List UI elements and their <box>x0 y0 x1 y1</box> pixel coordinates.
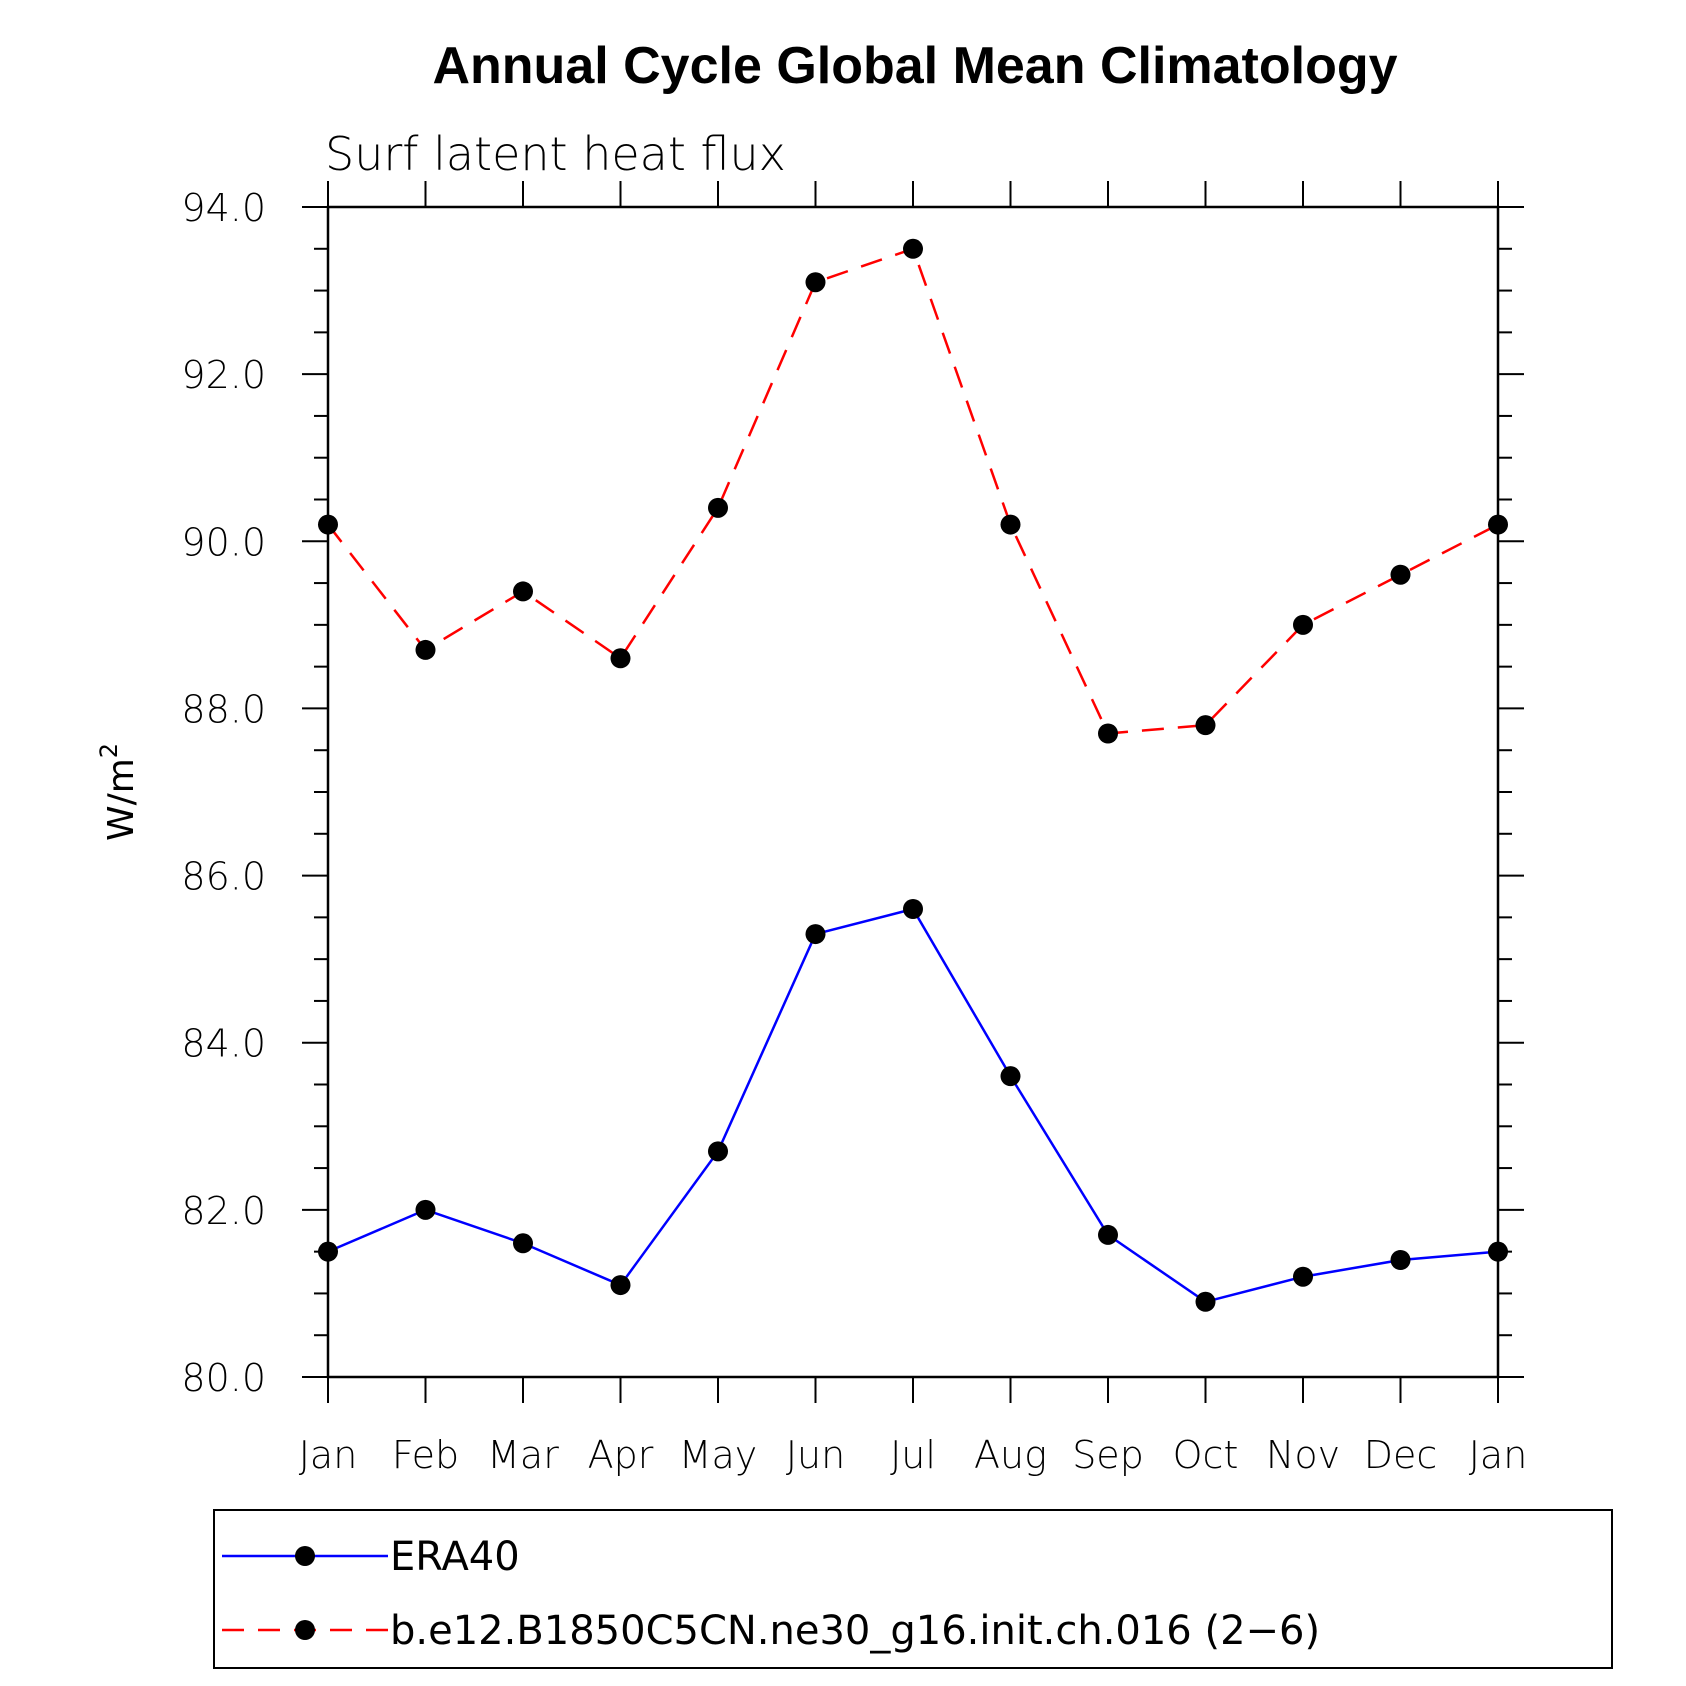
x-tick-label: Dec <box>1364 1433 1438 1477</box>
x-tick-label: Jul <box>890 1433 936 1477</box>
x-tick-label: Jan <box>1469 1433 1528 1477</box>
x-tick-label: Mar <box>487 1433 559 1477</box>
y-axis-label: W/m2 <box>95 743 142 841</box>
legend-marker <box>295 1620 315 1640</box>
legend-item-2: b.e12.B1850C5CN.ne30_g16.init.ch.016 (2−… <box>222 1608 1320 1654</box>
y-tick-label: 82.0 <box>181 1189 266 1233</box>
data-point <box>903 899 923 919</box>
x-tick-label: Jun <box>786 1433 845 1477</box>
data-point <box>513 581 533 602</box>
y-tick-label: 92.0 <box>181 353 266 397</box>
x-tick-label: Feb <box>392 1433 459 1477</box>
x-tick-label: Sep <box>1072 1433 1144 1477</box>
x-tick-label: May <box>679 1433 758 1477</box>
legend-label: ERA40 <box>390 1534 520 1580</box>
data-point <box>1195 715 1216 736</box>
legend-marker <box>295 1546 315 1566</box>
data-point <box>415 1199 436 1220</box>
data-point <box>1293 1266 1313 1287</box>
y-tick-label: 84.0 <box>181 1022 266 1066</box>
data-point <box>1098 723 1118 744</box>
data-point <box>610 648 631 669</box>
y-tick-label: 86.0 <box>181 855 266 899</box>
legend-box <box>213 1509 1613 1669</box>
y-axis-label-superscript: 2 <box>95 743 123 758</box>
axes: 80.0 82.0 84.0 86.0 88.0 90.0 92.0 94.0 Jan Feb Ma… <box>181 181 1527 1477</box>
data-point <box>708 497 728 518</box>
data-point <box>1488 514 1508 535</box>
data-point <box>1488 1241 1508 1262</box>
data-point <box>1293 614 1313 635</box>
data-point <box>1195 1291 1216 1312</box>
data-point <box>1000 1066 1021 1087</box>
series-line <box>327 907 1499 1304</box>
y-tick-label: 88.0 <box>181 687 266 731</box>
data-point <box>318 1241 338 1262</box>
legend-label: b.e12.B1850C5CN.ne30_g16.init.ch.016 (2−… <box>390 1608 1320 1654</box>
data-point <box>805 924 826 945</box>
chart-subtitle: Surf latent heat flux <box>325 127 786 181</box>
data-point <box>318 514 338 535</box>
data-point <box>1098 1224 1118 1245</box>
data-point <box>1000 514 1021 535</box>
series-1 <box>318 899 1508 1312</box>
legend: ERA40 b.e12.B1850C5CN.ne30_g16.init.ch.01… <box>213 1509 1613 1669</box>
data-point <box>415 639 436 660</box>
data-point <box>1390 564 1411 585</box>
x-tick-label: Jan <box>299 1433 358 1477</box>
y-tick-label: 94.0 <box>181 186 266 230</box>
chart-title: Annual Cycle Global Mean Climatology <box>432 37 1397 95</box>
legend-item-1: ERA40 <box>222 1534 520 1580</box>
x-tick-label: Aug <box>974 1433 1047 1477</box>
data-point <box>610 1275 631 1296</box>
x-tick-label: Oct <box>1173 1433 1239 1477</box>
data-point <box>903 238 923 259</box>
plot-area-frame <box>326 205 1500 1379</box>
data-point <box>805 272 826 293</box>
x-tick-label: Nov <box>1266 1433 1340 1477</box>
series-2 <box>318 238 1508 744</box>
y-tick-label: 80.0 <box>181 1356 266 1400</box>
data-point <box>513 1233 533 1254</box>
y-tick-label: 90.0 <box>181 520 266 564</box>
y-axis-label-unit: W/m <box>101 758 142 841</box>
x-tick-label: Apr <box>588 1433 654 1477</box>
data-point <box>1390 1250 1411 1270</box>
series <box>318 238 1508 1312</box>
data-point <box>708 1141 728 1162</box>
series-line <box>327 247 1499 735</box>
